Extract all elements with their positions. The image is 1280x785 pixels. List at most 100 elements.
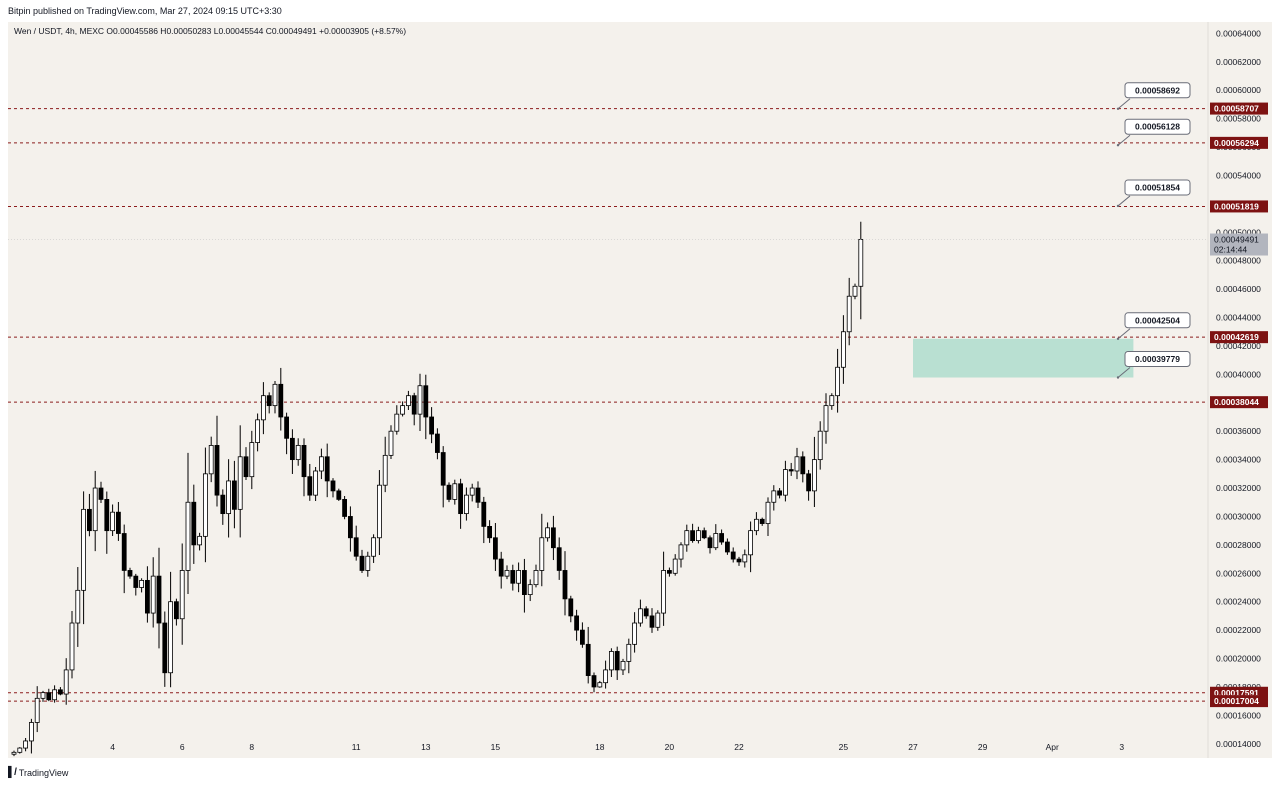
- price-callout-box[interactable]: [1124, 82, 1191, 99]
- candle-body: [266, 395, 272, 407]
- candle-body: [162, 622, 168, 674]
- candle-body: [46, 692, 52, 701]
- candle-body: [492, 537, 498, 560]
- candle-body: [475, 487, 481, 503]
- candle-body: [23, 740, 29, 749]
- candle-body: [672, 558, 678, 574]
- candle-body: [794, 456, 800, 472]
- candle-body: [522, 570, 527, 596]
- candle-body: [643, 608, 649, 617]
- candle-body: [231, 480, 237, 510]
- y-tick-label: 0.00016000: [1216, 710, 1261, 720]
- candle-body: [434, 433, 440, 453]
- callout-anchor: [1116, 107, 1120, 110]
- candle-body: [835, 366, 840, 397]
- candle-body: [638, 608, 643, 624]
- candle-body: [812, 459, 817, 492]
- candle-body: [272, 383, 278, 407]
- callout-leader: [1117, 134, 1131, 146]
- price-callout-label: 0.00042504: [1135, 315, 1180, 325]
- candle-body: [28, 722, 34, 742]
- candle-body: [754, 518, 759, 532]
- candle-body: [168, 601, 174, 674]
- candle-body: [243, 456, 249, 478]
- candle-body: [336, 490, 342, 500]
- candle-body: [498, 558, 504, 577]
- candle-body: [208, 445, 214, 475]
- candle-body: [510, 570, 516, 584]
- candle-body: [620, 660, 626, 671]
- level-price-tag: [1210, 331, 1268, 344]
- candle-body: [249, 442, 255, 478]
- callout-leader: [1117, 367, 1131, 378]
- candle-body: [353, 537, 359, 557]
- y-tick-label: 0.00042000: [1216, 341, 1261, 351]
- candle-body: [98, 487, 104, 500]
- candle-body: [185, 501, 191, 571]
- candle-body: [707, 537, 713, 549]
- y-tick-label: 0.00064000: [1216, 28, 1261, 38]
- candle-body: [481, 501, 487, 527]
- candle-body: [632, 622, 637, 645]
- y-tick-label: 0.00054000: [1216, 170, 1261, 180]
- candle-body: [371, 537, 377, 557]
- candle-body: [330, 480, 336, 492]
- candle-body: [736, 558, 742, 563]
- demand-zone[interactable]: [913, 338, 1134, 378]
- candle-body: [597, 682, 603, 688]
- x-tick-label: 20: [665, 742, 675, 752]
- candle-body: [614, 651, 620, 671]
- candle-body: [116, 511, 121, 534]
- candle-body: [40, 692, 46, 699]
- x-tick-label: 4: [110, 742, 115, 752]
- tradingview-logo[interactable]: ▌/ TradingView: [8, 767, 68, 778]
- y-tick-label: 0.00046000: [1216, 284, 1261, 294]
- candle-body: [667, 570, 672, 574]
- candle-body: [423, 385, 429, 418]
- candle-body: [284, 416, 290, 439]
- candle-body: [800, 456, 806, 475]
- candle-body: [852, 285, 858, 297]
- x-tick-label: 15: [491, 742, 501, 752]
- candle-body: [678, 544, 684, 560]
- candle-body: [278, 383, 284, 418]
- y-tick-label: 0.00026000: [1216, 568, 1261, 578]
- x-tick-label: Apr: [1046, 742, 1059, 752]
- level-price-tag: [1210, 200, 1268, 213]
- candle-body: [783, 469, 788, 496]
- y-tick-label: 0.00048000: [1216, 256, 1261, 266]
- candle-body: [255, 419, 261, 443]
- candle-body: [237, 456, 243, 510]
- candle-body: [400, 405, 406, 415]
- callout-leader: [1117, 195, 1131, 207]
- candle-body: [719, 533, 724, 543]
- candle-body: [359, 555, 365, 571]
- candle-body: [730, 551, 736, 560]
- last-price-tag: [1210, 233, 1268, 256]
- x-tick-label: 3: [1119, 742, 1124, 752]
- price-callout-label: 0.00039779: [1135, 354, 1180, 364]
- candle-body: [121, 533, 127, 571]
- price-callout-box[interactable]: [1124, 179, 1191, 196]
- price-callout-box[interactable]: [1124, 118, 1191, 135]
- candle-body: [87, 508, 92, 532]
- x-tick-label: 18: [595, 742, 605, 752]
- candle-body: [765, 501, 771, 524]
- candlestick-chart[interactable]: 0.000140000.000160000.000180000.00020000…: [8, 22, 1272, 758]
- candle-body: [69, 622, 75, 671]
- callout-anchor: [1116, 337, 1120, 340]
- candle-body: [92, 487, 98, 532]
- chart-area[interactable]: 0.000140000.000160000.000180000.00020000…: [8, 22, 1272, 758]
- candle-body: [342, 499, 348, 517]
- candle-body: [551, 527, 556, 549]
- candle-body: [771, 490, 777, 503]
- candle-body: [411, 395, 417, 415]
- callout-leader: [1117, 98, 1131, 110]
- price-callout-box[interactable]: [1124, 351, 1191, 368]
- bar-countdown-label: 02:14:44: [1214, 245, 1247, 255]
- candle-body: [197, 535, 203, 546]
- candle-body: [603, 669, 608, 684]
- x-tick-label: 6: [180, 742, 185, 752]
- candle-body: [202, 473, 208, 537]
- price-callout-box[interactable]: [1124, 312, 1191, 329]
